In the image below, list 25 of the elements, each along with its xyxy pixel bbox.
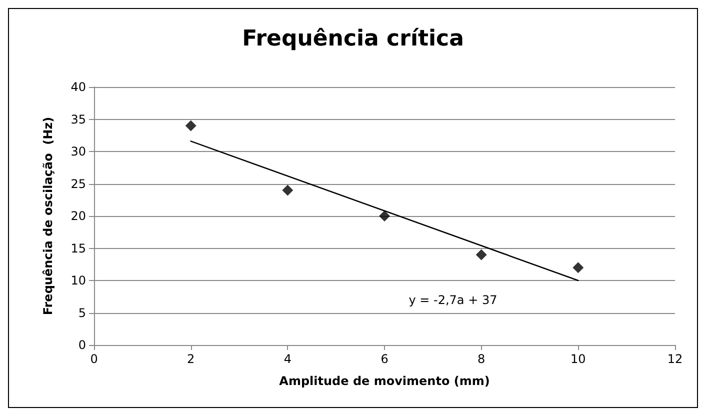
y-tick-label: 15: [70, 241, 86, 256]
x-tick-label: 0: [90, 352, 98, 366]
y-tick-label: 25: [70, 176, 86, 191]
point: [185, 120, 196, 132]
y-tick-label: 40: [70, 80, 86, 94]
annotation: y = -2,7a + 37: [408, 292, 498, 307]
x-tick-label: 8: [478, 352, 486, 366]
x-tick-label: 6: [380, 352, 388, 366]
point: [379, 210, 390, 222]
x-tick-label: 2: [187, 352, 195, 366]
point: [282, 184, 294, 196]
x-tick-label: 12: [667, 352, 683, 366]
y-tick-label: 10: [70, 274, 86, 288]
x-tick-label: 10: [570, 352, 586, 366]
y-axis-title: Frequência de oscilação (Hz): [41, 116, 55, 316]
point: [476, 249, 487, 260]
point: [572, 262, 584, 274]
y-tick-label: 5: [78, 306, 86, 320]
y-tick-label: 30: [70, 144, 86, 158]
y-tick-label: 35: [70, 112, 86, 126]
x-tick-label: 4: [284, 352, 292, 366]
y-tick-label: 0: [78, 338, 86, 352]
y-tick-label: 20: [70, 209, 86, 223]
chart-title: Frequência crítica: [242, 26, 464, 52]
x-axis-title: Amplitude de movimento (mm): [279, 374, 490, 388]
